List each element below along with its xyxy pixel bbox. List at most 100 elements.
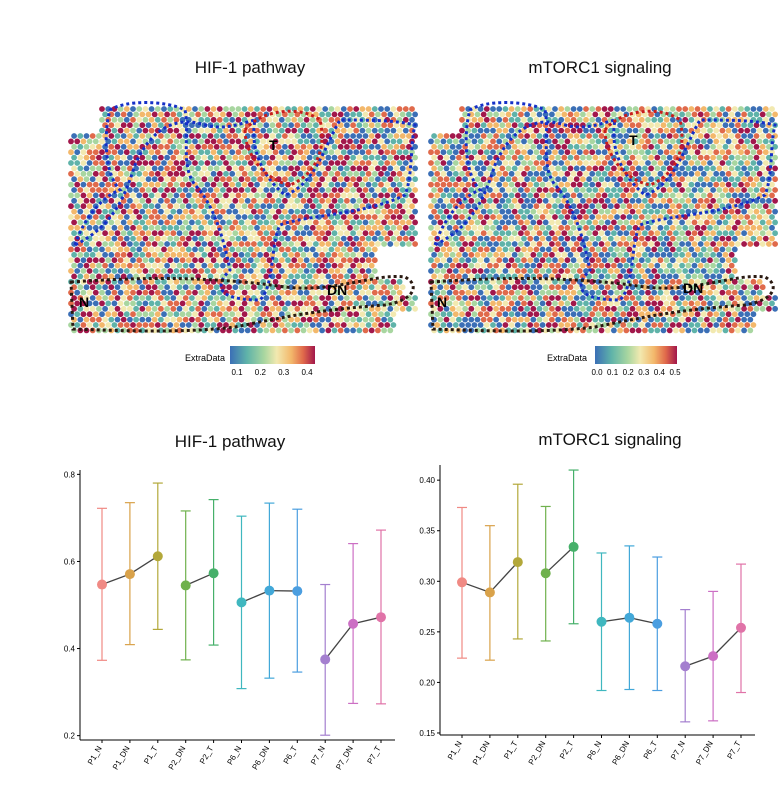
tissue-spot: [263, 241, 270, 247]
tissue-spot: [201, 143, 208, 150]
tissue-spot: [586, 197, 592, 204]
tissue-spot: [617, 251, 623, 258]
tissue-spot: [322, 127, 329, 134]
tissue-spot: [533, 268, 540, 274]
tissue-spot: [576, 127, 583, 134]
tissue-spot: [71, 143, 77, 150]
tissue-spot: [77, 208, 84, 215]
tissue-spot: [527, 289, 534, 296]
tissue-spot: [170, 208, 177, 215]
tissue-spot: [285, 224, 291, 231]
tissue-spot: [573, 154, 580, 161]
tissue-spot: [654, 165, 661, 172]
tissue-spot: [393, 230, 400, 237]
tissue-spot: [514, 289, 521, 296]
tissue-spot: [161, 170, 167, 177]
tissue-spot: [493, 197, 499, 204]
tissue-spot: [632, 289, 639, 296]
tissue-spot: [257, 143, 263, 150]
tissue-spot: [518, 133, 524, 139]
tissue-spot: [142, 300, 149, 307]
tissue-spot: [216, 149, 223, 156]
tissue-spot: [340, 170, 347, 177]
tissue-spot: [198, 311, 205, 318]
tissue-spot: [340, 268, 347, 274]
tissue-spot: [365, 214, 372, 220]
tissue-spot: [496, 278, 503, 285]
tissue-spot: [682, 289, 689, 296]
legend-tick-label: 0.4: [654, 368, 666, 377]
tissue-spot: [210, 224, 217, 231]
tissue-spot: [257, 327, 263, 334]
tissue-spot: [716, 262, 723, 269]
tissue-spot: [638, 300, 645, 307]
tissue-spot: [638, 257, 645, 264]
tissue-spot: [86, 311, 93, 318]
tissue-spot: [161, 106, 167, 112]
tissue-spot: [412, 187, 418, 193]
tissue-spot: [573, 273, 580, 280]
tissue-spot: [297, 322, 304, 328]
tissue-spot: [598, 262, 605, 269]
tissue-spot: [487, 197, 493, 204]
tissue-spot: [642, 176, 648, 183]
tissue-spot: [769, 300, 775, 307]
tissue-spot: [490, 214, 496, 220]
tissue-spot: [368, 165, 375, 172]
tissue-spot: [669, 322, 676, 328]
tissue-spot: [772, 154, 778, 161]
tissue-spot: [713, 224, 720, 231]
tissue-spot: [583, 116, 589, 123]
tissue-spot: [238, 305, 245, 312]
tissue-spot: [226, 143, 233, 150]
tissue-spot: [648, 305, 654, 312]
tissue-spot: [148, 300, 155, 307]
tissue-spot: [154, 214, 161, 220]
tissue-spot: [735, 230, 741, 237]
tissue-spot: [682, 192, 689, 199]
tissue-spot: [220, 187, 226, 193]
tissue-spot: [741, 154, 747, 161]
tissue-spot: [496, 322, 503, 328]
tissue-spot: [120, 251, 127, 258]
tissue-spot: [251, 176, 257, 183]
mean-point: [596, 616, 607, 627]
tissue-spot: [238, 197, 245, 204]
tissue-spot: [337, 111, 344, 118]
tissue-spot: [508, 116, 515, 123]
tissue-spot: [173, 203, 180, 210]
tissue-spot: [555, 262, 561, 269]
tissue-spot: [74, 192, 81, 199]
tissue-spot: [80, 246, 87, 253]
tissue-spot: [626, 138, 633, 145]
tissue-spot: [288, 165, 294, 172]
tissue-spot: [487, 251, 493, 258]
tissue-spot: [365, 246, 372, 253]
tissue-spot: [700, 311, 707, 318]
tissue-spot: [623, 262, 630, 269]
tissue-spot: [728, 219, 735, 226]
tissue-spot: [89, 133, 96, 139]
tissue-spot: [713, 257, 720, 264]
tissue-spot: [210, 181, 217, 188]
tissue-spot: [604, 284, 611, 291]
tissue-spot: [642, 262, 648, 269]
tissue-spot: [334, 300, 341, 307]
tissue-spot: [148, 322, 155, 328]
tissue-spot: [120, 219, 127, 226]
tissue-spot: [762, 170, 769, 177]
tissue-spot: [68, 138, 74, 145]
tissue-spot: [645, 203, 651, 210]
tissue-spot: [365, 322, 372, 328]
tissue-spot: [483, 235, 490, 242]
tissue-spot: [539, 203, 546, 210]
tissue-spot: [99, 138, 105, 145]
tissue-spot: [490, 203, 496, 210]
tissue-spot: [375, 122, 381, 129]
tissue-spot: [232, 133, 239, 139]
tissue-spot: [561, 176, 568, 183]
tissue-spot: [368, 219, 375, 226]
tissue-spot: [154, 149, 161, 156]
x-tick-label: P6_N: [585, 739, 603, 761]
tissue-spot: [552, 138, 558, 145]
